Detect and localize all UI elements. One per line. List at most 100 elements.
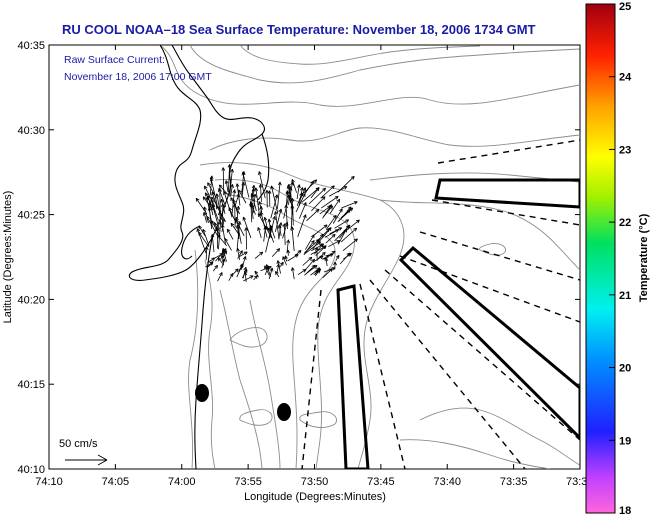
current-vector — [244, 227, 249, 250]
colorbar-tick-label: 23 — [619, 144, 631, 156]
current-vector — [240, 256, 247, 270]
scale-arrow — [65, 454, 108, 466]
current-vector — [220, 255, 225, 266]
current-vector — [315, 247, 319, 261]
current-vector — [250, 193, 257, 211]
current-vector — [303, 240, 315, 256]
current-vector — [295, 193, 306, 213]
current-vector — [250, 203, 254, 220]
current-vector — [241, 171, 246, 194]
current-vector — [311, 196, 326, 212]
y-tick-label: 40:20 — [17, 294, 45, 306]
current-vector — [279, 261, 284, 267]
current-vector — [298, 202, 307, 219]
current-vector — [230, 222, 241, 236]
colorbar-tick-label: 24 — [619, 72, 632, 84]
colorbar-tick-label: 19 — [619, 435, 631, 447]
current-vector — [332, 208, 343, 224]
current-vector — [217, 188, 222, 211]
current-vector — [229, 168, 234, 197]
x-tick-label: 73:40 — [433, 476, 461, 488]
current-vector — [312, 224, 328, 237]
current-vector — [297, 214, 307, 238]
current-vector — [337, 207, 354, 222]
current-vector — [277, 224, 282, 236]
scale-arrow-label: 50 cm/s — [59, 438, 98, 450]
current-vector — [253, 275, 258, 281]
marker-dot — [195, 384, 209, 402]
colorbar — [585, 3, 616, 514]
current-vector — [217, 234, 228, 247]
current-vector — [223, 191, 233, 218]
current-vector — [226, 228, 234, 240]
colorbar-ticks: 25 24 23 22 21 20 19 18 — [609, 1, 632, 517]
current-vector — [317, 251, 326, 259]
current-vector — [230, 184, 234, 197]
current-vector — [221, 167, 226, 194]
current-vector — [257, 213, 266, 228]
current-vector — [215, 248, 227, 262]
current-vector — [299, 187, 307, 201]
x-tick-label: 73:45 — [367, 476, 395, 488]
current-vector — [236, 247, 240, 260]
current-vector — [324, 257, 329, 267]
current-vector — [290, 226, 295, 251]
current-vector — [203, 206, 209, 224]
current-vector — [308, 187, 326, 205]
x-tick-label: 73:35 — [500, 476, 528, 488]
current-vector — [242, 266, 247, 279]
current-vector — [258, 171, 266, 199]
current-vector — [322, 205, 334, 218]
current-vector — [320, 185, 335, 199]
current-vector — [220, 198, 226, 214]
x-tick-label: 73:50 — [301, 476, 329, 488]
current-vector — [257, 227, 262, 239]
current-vector — [198, 225, 206, 237]
current-vector — [269, 224, 276, 239]
y-axis-label: Latitude (Degrees:Minutes) — [2, 191, 14, 324]
y-tick-label: 40:30 — [17, 125, 45, 137]
x-tick-label: 73:55 — [234, 476, 262, 488]
colorbar-tick-label: 20 — [619, 363, 631, 375]
current-vector — [265, 189, 269, 208]
current-vector — [204, 185, 216, 207]
current-vector — [340, 227, 358, 243]
current-vector — [270, 185, 279, 214]
y-axis: 40:35 40:30 40:25 40:20 40:15 40:10 — [17, 40, 580, 476]
current-vector — [217, 211, 222, 224]
current-vector — [306, 208, 320, 222]
current-vector — [313, 243, 324, 255]
colorbar-tick-label: 18 — [619, 505, 631, 517]
current-vector — [290, 267, 295, 280]
colorbar-tick-label: 25 — [619, 1, 631, 13]
current-vector — [259, 206, 263, 217]
chart-title: RU COOL NOAA–18 Sea Surface Temperature:… — [62, 22, 536, 37]
current-vector — [285, 190, 290, 206]
x-axis-label: Longitude (Degrees:Minutes) — [244, 491, 386, 503]
current-vector — [204, 246, 209, 261]
current-vector — [210, 199, 219, 221]
y-tick-label: 40:10 — [17, 464, 45, 476]
current-vector — [210, 234, 215, 253]
current-vector — [334, 224, 351, 242]
current-vector — [316, 228, 330, 242]
current-vector — [238, 251, 248, 258]
current-vector — [196, 228, 207, 254]
current-vector — [273, 211, 280, 239]
current-vector — [207, 257, 216, 264]
current-vector — [323, 267, 336, 273]
current-vector — [325, 233, 336, 244]
colorbar-tick-label: 22 — [619, 217, 631, 229]
current-vector — [224, 238, 232, 251]
current-vector — [310, 245, 327, 255]
current-label: Raw Surface Current: — [64, 54, 165, 66]
y-tick-label: 40:35 — [17, 40, 45, 52]
colorbar-tick-label: 21 — [619, 290, 631, 302]
current-vector — [224, 180, 229, 193]
current-vector — [287, 254, 299, 262]
x-tick-label: 74:05 — [102, 476, 130, 488]
current-timestamp: November 18, 2006 17:00 GMT — [64, 71, 212, 83]
current-vector — [211, 196, 222, 213]
current-vector — [341, 201, 358, 209]
